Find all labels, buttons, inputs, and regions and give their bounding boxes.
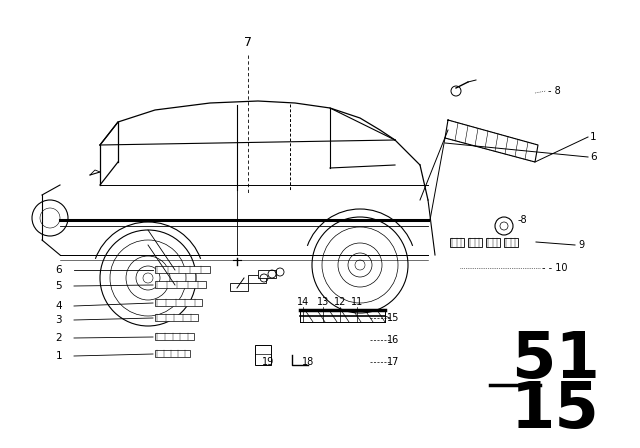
- Bar: [155, 281, 206, 288]
- Text: 13: 13: [317, 297, 329, 307]
- Text: 5: 5: [56, 281, 62, 291]
- Text: 9: 9: [578, 240, 584, 250]
- Bar: [155, 266, 210, 273]
- Text: 18: 18: [302, 357, 314, 367]
- Text: 17: 17: [387, 357, 399, 367]
- Bar: [230, 283, 248, 291]
- Text: 1: 1: [56, 351, 62, 361]
- FancyBboxPatch shape: [504, 238, 518, 247]
- Bar: [258, 270, 276, 278]
- Text: 15: 15: [511, 379, 600, 441]
- Text: - 8: - 8: [548, 86, 561, 96]
- Text: 51: 51: [511, 329, 600, 391]
- Text: 3: 3: [56, 315, 62, 325]
- Text: 2: 2: [56, 333, 62, 343]
- Bar: [255, 345, 271, 365]
- Text: 16: 16: [387, 335, 399, 345]
- Text: 1: 1: [590, 132, 596, 142]
- Text: 4: 4: [56, 301, 62, 311]
- FancyBboxPatch shape: [468, 238, 482, 247]
- Bar: [155, 350, 190, 357]
- Bar: [155, 299, 202, 306]
- Text: 6: 6: [56, 265, 62, 275]
- Text: -8: -8: [518, 215, 527, 225]
- Bar: [155, 314, 198, 321]
- Text: 15: 15: [387, 313, 399, 323]
- Bar: [248, 275, 266, 283]
- Text: 6: 6: [590, 152, 596, 162]
- Text: 11: 11: [351, 297, 363, 307]
- FancyBboxPatch shape: [450, 238, 464, 247]
- FancyBboxPatch shape: [486, 238, 500, 247]
- Text: 12: 12: [334, 297, 346, 307]
- Text: 19: 19: [262, 357, 274, 367]
- Text: 7: 7: [244, 36, 252, 49]
- Bar: [155, 333, 194, 340]
- Text: 14: 14: [297, 297, 309, 307]
- Text: - - 10: - - 10: [542, 263, 568, 273]
